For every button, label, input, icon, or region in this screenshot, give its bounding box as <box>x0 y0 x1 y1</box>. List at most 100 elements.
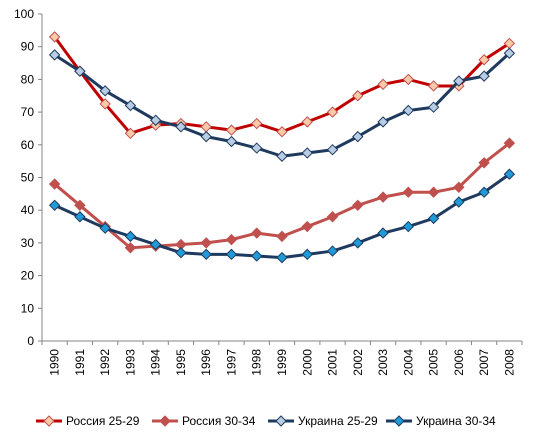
x-tick-label: 1991 <box>73 349 87 376</box>
data-point <box>74 211 86 223</box>
data-point <box>301 220 313 233</box>
x-tick-label: 2002 <box>351 349 365 376</box>
x-tick-label: 1993 <box>123 349 137 376</box>
data-point <box>352 237 364 249</box>
x-tick-label: 1994 <box>149 349 163 376</box>
x-tick-label: 2005 <box>427 349 441 376</box>
legend-marker <box>275 415 287 427</box>
legend: Россия 25-29 Россия 30-34 Украина 25-29 Укр… <box>36 414 496 428</box>
data-point <box>225 248 238 261</box>
data-point <box>503 47 516 59</box>
x-tick-label: 1996 <box>199 349 213 376</box>
data-point <box>301 248 313 261</box>
data-point <box>402 104 415 117</box>
data-point <box>352 199 364 212</box>
data-point <box>326 106 339 118</box>
series-2 <box>48 137 516 254</box>
data-point <box>200 248 212 261</box>
data-point <box>200 121 212 133</box>
data-point <box>427 80 440 92</box>
data-point <box>402 73 415 86</box>
data-point <box>225 124 238 136</box>
data-point <box>276 230 288 243</box>
data-point <box>48 49 61 61</box>
data-point <box>478 70 490 82</box>
data-point <box>301 116 313 128</box>
data-point <box>124 242 137 254</box>
y-tick-label: 30 <box>21 236 35 250</box>
data-point <box>326 245 339 257</box>
series-4 <box>48 168 516 264</box>
data-point <box>377 191 389 203</box>
data-point <box>124 127 137 140</box>
y-tick-label: 70 <box>21 105 35 119</box>
data-point <box>99 222 111 234</box>
data-point <box>377 78 389 91</box>
data-point <box>427 101 440 113</box>
x-tick-label: 1990 <box>48 349 62 376</box>
series-layer <box>48 31 516 264</box>
data-point <box>225 233 238 246</box>
legend-marker <box>393 415 405 427</box>
data-point <box>402 220 415 233</box>
data-point <box>251 250 263 262</box>
data-point <box>74 65 86 77</box>
data-point <box>478 54 490 66</box>
x-tick-label: 2008 <box>502 349 516 376</box>
series-line <box>53 36 511 135</box>
series-line <box>53 52 511 158</box>
data-point <box>48 31 61 43</box>
x-tick-label: 2004 <box>401 349 415 376</box>
data-point <box>427 186 440 198</box>
legend-label: Украина 30-34 <box>416 414 496 428</box>
data-point <box>402 186 415 198</box>
legend-item: Россия 25-29 <box>36 414 140 428</box>
data-point <box>200 130 212 143</box>
data-point <box>48 199 61 212</box>
legend-item: Россия 30-34 <box>152 414 256 428</box>
y-tick-label: 60 <box>21 138 35 152</box>
series-line <box>54 173 511 260</box>
data-point <box>276 126 288 138</box>
y-tick-label: 20 <box>21 269 35 283</box>
x-tick-label: 2000 <box>300 349 314 376</box>
legend-item: Украина 30-34 <box>386 414 496 428</box>
data-point <box>200 237 212 249</box>
x-tick-label: 2007 <box>477 349 491 376</box>
data-point <box>377 227 389 239</box>
data-point <box>503 137 516 149</box>
data-point <box>124 230 137 243</box>
data-point <box>175 247 187 259</box>
x-tick-label: 1995 <box>174 349 188 376</box>
data-point <box>453 181 465 194</box>
legend-label: Россия 30-34 <box>182 414 256 428</box>
series-3 <box>48 47 516 162</box>
data-point <box>276 251 288 264</box>
x-tick-label: 2006 <box>452 349 466 376</box>
x-tick-label: 1992 <box>98 349 112 376</box>
data-point <box>453 75 465 87</box>
data-point <box>124 99 137 112</box>
x-tick-label: 1999 <box>275 349 289 376</box>
data-point <box>377 116 389 128</box>
legend-label: Украина 25-29 <box>298 414 378 428</box>
series-1 <box>48 31 516 140</box>
data-point <box>427 212 440 225</box>
y-tick-label: 50 <box>21 171 35 185</box>
data-point <box>453 196 465 208</box>
legend-marker <box>159 415 171 427</box>
data-point <box>175 121 187 133</box>
data-point <box>478 157 490 169</box>
data-point <box>149 238 162 251</box>
x-tick-label: 2003 <box>376 349 390 376</box>
y-tick-label: 80 <box>21 72 35 86</box>
data-point <box>251 227 263 239</box>
legend-marker <box>43 415 55 427</box>
y-tick-label: 0 <box>27 334 34 348</box>
data-point <box>149 114 162 126</box>
data-point <box>251 117 263 130</box>
data-point <box>478 186 490 198</box>
data-point <box>251 142 263 154</box>
y-tick-label: 90 <box>21 40 35 54</box>
